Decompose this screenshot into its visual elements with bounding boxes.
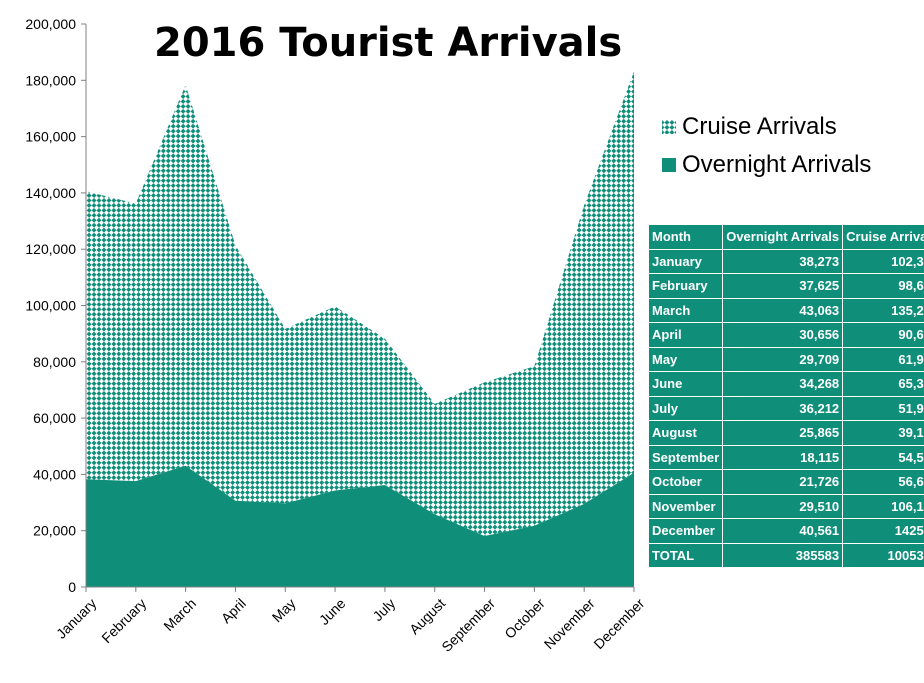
legend-label-cruise: Cruise Arrivals [682, 113, 837, 140]
table-cell-cruise: 135,283 [842, 297, 924, 323]
table-cell-cruise: 106,144 [842, 493, 924, 519]
table-cell-month: November [647, 493, 724, 519]
table-cell-cruise: 65,399 [842, 371, 924, 397]
x-tick-label: April [218, 595, 249, 626]
header-overnight: Overnight Arrivals [722, 224, 844, 250]
y-tick-label: 180,000 [25, 72, 76, 88]
x-tick-label: October [501, 595, 548, 642]
x-tick-label: June [316, 595, 349, 628]
cruise-area [86, 71, 634, 536]
x-tick-label: July [369, 595, 398, 624]
table-row: TOTAL3855831005394 [647, 542, 924, 568]
table-cell-overnight: 37,625 [722, 273, 844, 299]
table-cell-month: TOTAL [647, 542, 724, 568]
overnight-swatch [662, 158, 676, 172]
table-cell-month: June [647, 371, 724, 397]
x-tick-label: December [590, 595, 647, 652]
y-tick-label: 200,000 [25, 16, 76, 32]
table-cell-cruise: 1005394 [842, 542, 924, 568]
data-table: Month Overnight Arrivals Cruise Arrivals… [647, 224, 924, 568]
x-tick-label: September [438, 595, 498, 655]
cruise-swatch [662, 120, 676, 134]
table-cell-overnight: 40,561 [722, 518, 844, 544]
header-cruise: Cruise Arrivals [842, 224, 924, 250]
table-cell-month: July [647, 395, 724, 421]
table-cell-cruise: 102,337 [842, 248, 924, 274]
y-tick-label: 40,000 [33, 466, 76, 482]
y-tick-label: 60,000 [33, 410, 76, 426]
table-cell-month: August [647, 420, 724, 446]
table-cell-cruise: 142551 [842, 518, 924, 544]
table-cell-cruise: 56,697 [842, 469, 924, 495]
table-cell-month: May [647, 346, 724, 372]
x-tick-label: February [98, 595, 149, 646]
y-tick-label: 160,000 [25, 129, 76, 145]
legend-label-overnight: Overnight Arrivals [682, 151, 872, 178]
table-cell-cruise: 54,569 [842, 444, 924, 470]
overnight-area [86, 465, 634, 587]
table-cell-overnight: 25,865 [722, 420, 844, 446]
y-tick-label: 140,000 [25, 185, 76, 201]
table-cell-overnight: 21,726 [722, 469, 844, 495]
y-tick-label: 0 [68, 579, 76, 595]
x-tick-label: November [541, 595, 598, 652]
y-tick-label: 100,000 [25, 298, 76, 314]
data-table-container: Month Overnight Arrivals Cruise Arrivals… [647, 224, 924, 568]
table-cell-cruise: 51,968 [842, 395, 924, 421]
x-tick-label: March [160, 595, 199, 634]
table-cell-month: February [647, 273, 724, 299]
legend-item-cruise: Cruise Arrivals [662, 108, 871, 146]
table-cell-cruise: 98,623 [842, 273, 924, 299]
table-cell-month: March [647, 297, 724, 323]
table-cell-overnight: 36,212 [722, 395, 844, 421]
table-cell-cruise: 39,189 [842, 420, 924, 446]
x-tick-label: August [406, 595, 448, 637]
table-cell-month: January [647, 248, 724, 274]
table-cell-cruise: 61,977 [842, 346, 924, 372]
table-cell-overnight: 34,268 [722, 371, 844, 397]
legend: Cruise Arrivals Overnight Arrivals [662, 108, 871, 184]
table-cell-cruise: 90,657 [842, 322, 924, 348]
y-tick-label: 120,000 [25, 241, 76, 257]
chart-title: 2016 Tourist Arrivals [154, 20, 623, 66]
y-tick-label: 80,000 [33, 354, 76, 370]
table-cell-month: December [647, 518, 724, 544]
y-tick-label: 20,000 [33, 523, 76, 539]
table-cell-overnight: 30,656 [722, 322, 844, 348]
x-tick-label: January [53, 595, 100, 642]
table-cell-overnight: 38,273 [722, 248, 844, 274]
table-cell-month: April [647, 322, 724, 348]
table-cell-overnight: 29,510 [722, 493, 844, 519]
table-cell-month: October [647, 469, 724, 495]
table-cell-overnight: 18,115 [722, 444, 844, 470]
table-cell-month: September [647, 444, 724, 470]
table-header-row: Month Overnight Arrivals Cruise Arrivals [647, 224, 924, 250]
header-month: Month [647, 224, 724, 250]
x-tick-label: May [269, 595, 299, 625]
table-cell-overnight: 43,063 [722, 297, 844, 323]
table-cell-overnight: 29,709 [722, 346, 844, 372]
table-cell-overnight: 385583 [722, 542, 844, 568]
legend-item-overnight: Overnight Arrivals [662, 146, 871, 184]
